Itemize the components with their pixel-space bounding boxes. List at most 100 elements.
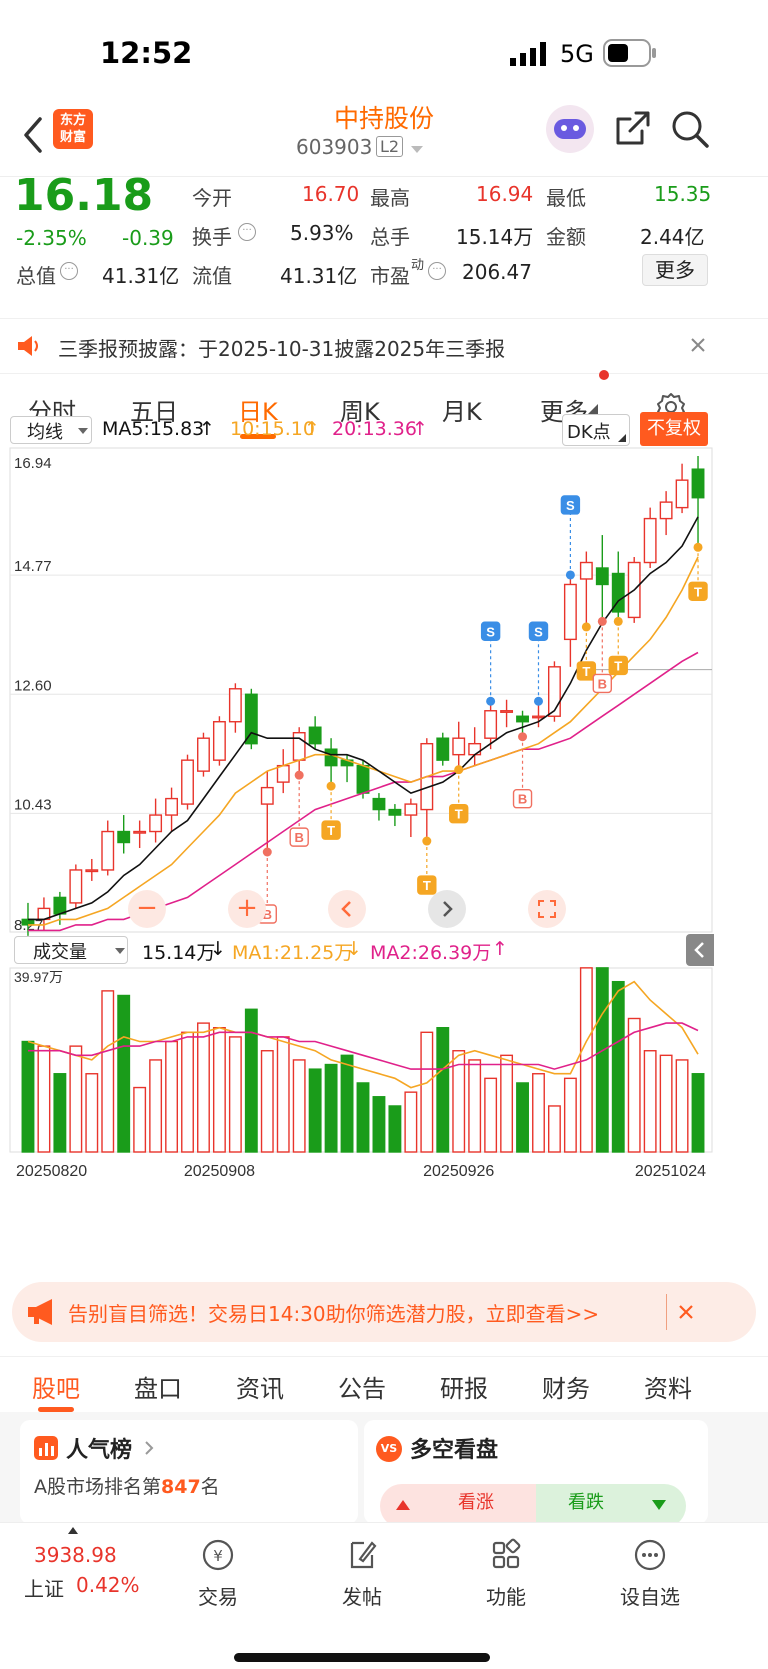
candle-body xyxy=(85,869,99,873)
scroll-right-button[interactable] xyxy=(428,890,466,928)
candle-body xyxy=(165,797,179,816)
bottom-nav: 3938.98 上证 0.42% ¥ 交易 发帖 功能 设自选 xyxy=(0,1522,768,1669)
ma-select[interactable]: 均线 xyxy=(10,416,92,444)
signal-label: B xyxy=(518,792,527,807)
volume-bar xyxy=(595,967,609,1153)
index-change[interactable]: 0.42% xyxy=(76,1573,140,1597)
volume-bar xyxy=(627,1017,641,1153)
search-icon[interactable] xyxy=(670,109,710,149)
stock-header: 东方 财富 中持股份 603903 L2 xyxy=(0,104,768,177)
tab-day-k[interactable]: 日K xyxy=(238,398,278,426)
ai-assistant-icon[interactable] xyxy=(546,105,594,153)
zoom-in-button[interactable]: + xyxy=(228,890,266,928)
signal-dot xyxy=(613,616,623,626)
tab-profile[interactable]: 资料 xyxy=(644,1375,692,1403)
share-icon[interactable] xyxy=(612,109,652,149)
signal-dot xyxy=(518,732,528,742)
change-percent: -2.35% xyxy=(16,226,87,250)
info-icon[interactable]: ··· xyxy=(238,223,256,241)
nav-trade[interactable]: ¥ 交易 xyxy=(168,1535,268,1610)
date-tick-label: 20250926 xyxy=(423,1163,494,1180)
tab-five-day[interactable]: 五日 xyxy=(130,398,178,426)
volume-bar xyxy=(85,1073,99,1153)
tab-pankou[interactable]: 盘口 xyxy=(134,1375,182,1403)
volume-bar xyxy=(516,1082,529,1153)
tab-week-k[interactable]: 周K xyxy=(340,398,380,426)
volume-bar xyxy=(308,1068,322,1153)
candle-body xyxy=(388,808,402,816)
volume-bar xyxy=(324,1063,338,1153)
signal-label: T xyxy=(582,664,590,679)
volume-bar xyxy=(212,1027,226,1153)
status-bar: 12:52 5G xyxy=(0,0,768,105)
tab-guba[interactable]: 股吧 xyxy=(32,1375,80,1403)
chart-bars-icon xyxy=(34,1436,58,1460)
open-value: 16.70 xyxy=(302,182,360,206)
stock-name: 中持股份 xyxy=(333,104,434,133)
volume-bar xyxy=(292,1059,306,1153)
pe-value: 206.47 xyxy=(462,260,532,284)
open-label: 今开 xyxy=(192,186,232,210)
candle-body xyxy=(181,759,194,805)
info-icon[interactable]: ··· xyxy=(428,262,446,280)
popularity-card[interactable]: 人气榜 A股市场排名第847名 xyxy=(20,1420,358,1524)
fullscreen-button[interactable] xyxy=(528,890,566,928)
promo-banner[interactable]: 告别盲目筛选！交易日14:30助你筛选潜力股，立即查看>> xyxy=(12,1282,756,1342)
feature-cards: 人气榜 A股市场排名第847名 VS 多空看盘 看涨 看跌 xyxy=(0,1412,768,1524)
signal-badge xyxy=(592,673,613,694)
volume-bar xyxy=(356,1082,370,1153)
more-button[interactable]: 更多 xyxy=(642,254,708,286)
notice-bar[interactable]: 三季报预披露：于2025-10-31披露2025年三季报 xyxy=(0,318,768,374)
quote-panel: 16.18 -2.35% -0.39 总值 ··· 41.31亿 今开 16.7… xyxy=(0,170,768,313)
candle-body xyxy=(356,764,370,794)
zoom-out-button[interactable]: − xyxy=(128,890,166,928)
close-icon[interactable] xyxy=(690,337,706,353)
low-value: 15.35 xyxy=(654,182,712,206)
amount-label: 金额 xyxy=(546,225,586,249)
candle-body xyxy=(484,710,498,739)
tab-finance[interactable]: 财务 xyxy=(542,1375,590,1403)
signal-badge xyxy=(608,655,628,676)
chevron-left-icon xyxy=(694,942,704,958)
pe-sup: 动 xyxy=(411,258,425,273)
scroll-left-button[interactable] xyxy=(328,890,366,928)
volume-bar xyxy=(117,994,131,1153)
candle-body xyxy=(69,869,83,904)
nav-add-watchlist[interactable]: 设自选 xyxy=(600,1535,700,1610)
signal-badge xyxy=(417,875,437,895)
back-icon[interactable] xyxy=(20,115,46,155)
tab-announcements[interactable]: 公告 xyxy=(338,1375,386,1403)
volume-bar xyxy=(691,1073,705,1153)
signal-label: T xyxy=(423,878,431,893)
triangle-down-icon xyxy=(652,1500,666,1510)
tab-news[interactable]: 资讯 xyxy=(236,1375,284,1403)
collapse-panel-button[interactable] xyxy=(686,934,714,966)
nav-functions[interactable]: 功能 xyxy=(456,1535,556,1610)
card-title: 人气榜 xyxy=(66,1438,133,1463)
kline-chart[interactable]: 16.9414.7712.6010.438.2739.97万BBTTTSBSST… xyxy=(0,440,768,1270)
close-icon[interactable] xyxy=(678,1304,694,1320)
volume-bar xyxy=(659,1054,673,1153)
indicator-select[interactable]: 成交量 xyxy=(14,936,128,964)
no-adjust-button[interactable]: 不复权 xyxy=(640,412,708,446)
candle-body xyxy=(372,797,386,811)
candle-body xyxy=(276,764,290,783)
change-amount: -0.39 xyxy=(122,226,174,250)
tab-month-k[interactable]: 月K xyxy=(442,398,482,426)
level-badge[interactable]: L2 xyxy=(376,136,404,157)
caret-down-icon[interactable] xyxy=(410,145,424,155)
bull-bear-card[interactable]: VS 多空看盘 看涨 看跌 xyxy=(364,1420,708,1524)
dk-point-button[interactable]: DK点 xyxy=(562,414,630,446)
index-value[interactable]: 3938.98 xyxy=(34,1543,117,1567)
bear-button[interactable]: 看跌 xyxy=(536,1484,686,1524)
signal-badge xyxy=(528,621,549,641)
pe-label: 市盈 xyxy=(370,264,410,288)
info-icon[interactable]: ··· xyxy=(60,262,78,280)
signal-badge xyxy=(321,820,341,840)
nav-post[interactable]: 发帖 xyxy=(312,1535,412,1610)
triangle-up-icon xyxy=(396,1500,410,1510)
index-name[interactable]: 上证 xyxy=(24,1577,64,1601)
bull-button[interactable]: 看涨 xyxy=(380,1484,536,1524)
tab-research[interactable]: 研报 xyxy=(440,1375,488,1403)
active-tab-indicator xyxy=(240,434,276,439)
